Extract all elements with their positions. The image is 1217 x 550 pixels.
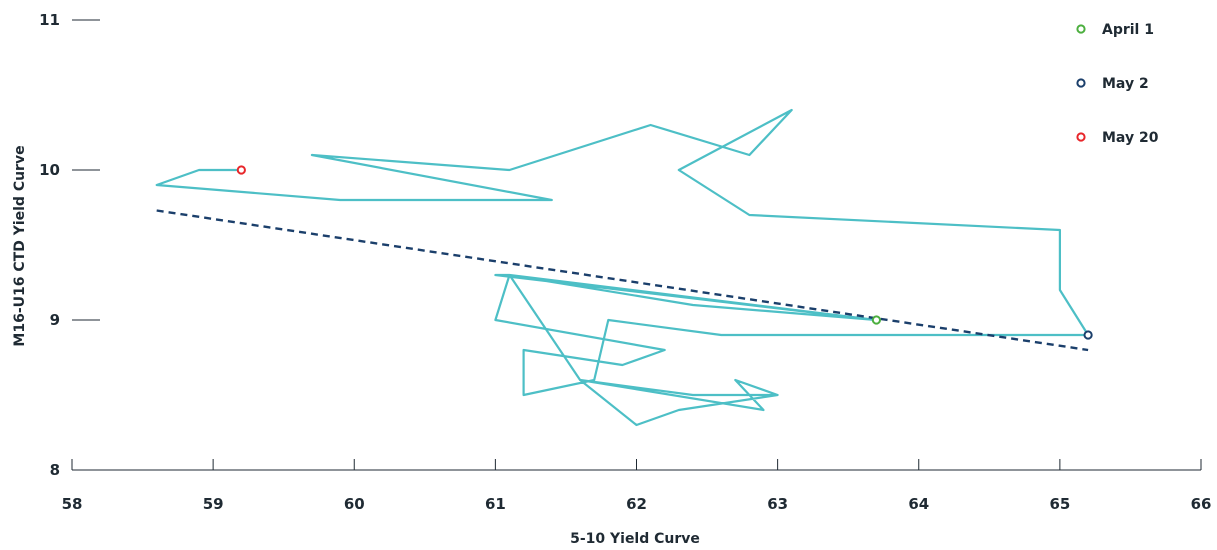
series-layer <box>155 108 1093 427</box>
x-tick-label: 61 <box>485 495 506 513</box>
legend-label: May 20 <box>1102 130 1159 146</box>
legend-marker <box>1076 78 1086 88</box>
x-tick-label: 62 <box>626 495 647 513</box>
y-tick-label: 8 <box>50 461 60 479</box>
x-tick-label: 66 <box>1191 495 1212 513</box>
y-tick-label: 9 <box>50 311 60 329</box>
x-tick-label: 60 <box>344 495 365 513</box>
x-tick-label: 64 <box>908 495 929 513</box>
legend: April 1 May 2 May 20 <box>1076 22 1159 146</box>
legend-marker <box>1076 132 1086 142</box>
highlight-point-may-20 <box>236 165 246 175</box>
y-tick-label: 11 <box>39 11 60 29</box>
y-tick-label: 10 <box>39 161 60 179</box>
x-axis: 58 59 60 61 62 63 64 65 66 <box>62 459 1212 513</box>
x-tick-label: 63 <box>767 495 788 513</box>
x-axis-title: 5-10 Yield Curve <box>570 531 700 547</box>
legend-label: April 1 <box>1102 22 1154 38</box>
highlight-point-april-1 <box>871 315 882 325</box>
trend-line <box>156 209 1089 352</box>
y-axis-title: M16-U16 CTD Yield Curve <box>12 145 28 346</box>
x-tick-label: 58 <box>62 495 83 513</box>
legend-marker <box>1076 24 1086 34</box>
yield-path-line <box>155 108 1090 427</box>
legend-label: May 2 <box>1102 76 1149 92</box>
y-axis: 8 9 10 11 <box>39 11 100 479</box>
highlight-point-may-2 <box>1083 330 1093 340</box>
x-tick-label: 65 <box>1049 495 1070 513</box>
x-tick-label: 59 <box>203 495 224 513</box>
